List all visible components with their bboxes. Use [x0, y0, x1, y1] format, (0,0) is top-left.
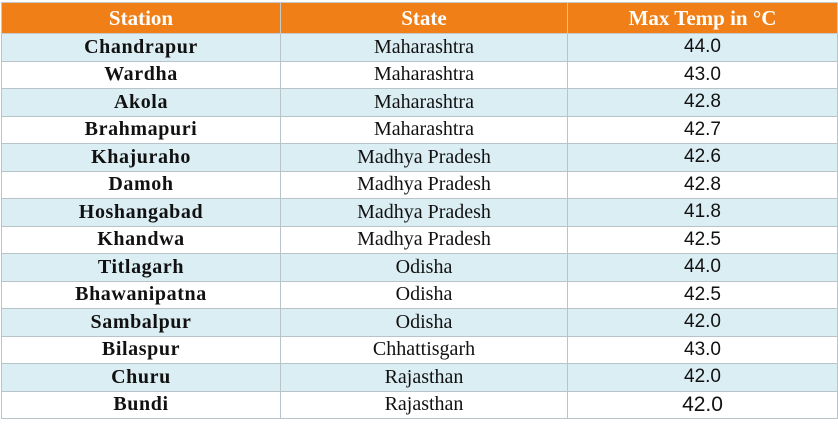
- table-row: Bilaspur Chhattisgarh 43.0: [1, 335, 838, 364]
- table-row: Sambalpur Odisha 42.0: [1, 308, 838, 337]
- station-cell: Khandwa: [1, 225, 281, 254]
- station-cell: Akola: [1, 88, 281, 117]
- station-cell: Churu: [1, 363, 281, 392]
- temperature-table: Station State Max Temp in °C Chandrapur M…: [1, 2, 838, 419]
- table-row: Churu Rajasthan 42.0: [1, 363, 838, 392]
- station-cell: Brahmapuri: [1, 115, 281, 144]
- table-body: Chandrapur Maharashtra 44.0 Wardha Maharasht…: [1, 33, 838, 419]
- max-temp-cell: 41.8: [567, 198, 838, 227]
- max-temp-cell: 42.5: [567, 225, 838, 254]
- table-row: Akola Maharashtra 42.8: [1, 88, 838, 117]
- header-station: Station: [1, 2, 281, 34]
- table-header: Station State Max Temp in °C: [1, 2, 838, 34]
- station-cell: Hoshangabad: [1, 198, 281, 227]
- station-cell: Chandrapur: [1, 33, 281, 62]
- state-cell: Madhya Pradesh: [280, 143, 568, 172]
- state-cell: Maharashtra: [280, 60, 568, 89]
- station-cell: Sambalpur: [1, 308, 281, 337]
- state-cell: Odisha: [280, 253, 568, 282]
- station-cell: Bilaspur: [1, 335, 281, 364]
- max-temp-cell: 44.0: [567, 253, 838, 282]
- station-cell: Khajuraho: [1, 143, 281, 172]
- station-cell: Titlagarh: [1, 253, 281, 282]
- header-state: State: [280, 2, 568, 34]
- station-cell: Bhawanipatna: [1, 280, 281, 309]
- state-cell: Chhattisgarh: [280, 335, 568, 364]
- max-temp-cell: 42.6: [567, 143, 838, 172]
- table-row: Hoshangabad Madhya Pradesh 41.8: [1, 198, 838, 227]
- state-cell: Maharashtra: [280, 115, 568, 144]
- table-row: Brahmapuri Maharashtra 42.7: [1, 115, 838, 144]
- state-cell: Rajasthan: [280, 363, 568, 392]
- table-row: Bundi Rajasthan 42.0: [1, 390, 838, 419]
- state-cell: Madhya Pradesh: [280, 225, 568, 254]
- max-temp-cell: 42.8: [567, 88, 838, 117]
- state-cell: Odisha: [280, 280, 568, 309]
- state-cell: Madhya Pradesh: [280, 170, 568, 199]
- state-cell: Madhya Pradesh: [280, 198, 568, 227]
- max-temp-cell: 42.5: [567, 280, 838, 309]
- header-row: Station State Max Temp in °C: [1, 2, 838, 34]
- table-row: Khandwa Madhya Pradesh 42.5: [1, 225, 838, 254]
- max-temp-cell: 44.0: [567, 33, 838, 62]
- state-cell: Odisha: [280, 308, 568, 337]
- station-cell: Bundi: [1, 390, 281, 419]
- max-temp-cell: 43.0: [567, 60, 838, 89]
- table-row: Khajuraho Madhya Pradesh 42.6: [1, 143, 838, 172]
- state-cell: Maharashtra: [280, 33, 568, 62]
- max-temp-cell: 42.8: [567, 170, 838, 199]
- header-max-temp: Max Temp in °C: [567, 2, 838, 34]
- max-temp-cell: 43.0: [567, 335, 838, 364]
- station-cell: Damoh: [1, 170, 281, 199]
- table-row: Titlagarh Odisha 44.0: [1, 253, 838, 282]
- state-cell: Maharashtra: [280, 88, 568, 117]
- max-temp-cell: 42.0: [567, 308, 838, 337]
- max-temp-cell: 42.0: [567, 390, 838, 419]
- table-row: Damoh Madhya Pradesh 42.8: [1, 170, 838, 199]
- station-cell: Wardha: [1, 60, 281, 89]
- table-row: Bhawanipatna Odisha 42.5: [1, 280, 838, 309]
- table-row: Chandrapur Maharashtra 44.0: [1, 33, 838, 62]
- max-temp-cell: 42.7: [567, 115, 838, 144]
- state-cell: Rajasthan: [280, 390, 568, 419]
- table-row: Wardha Maharashtra 43.0: [1, 60, 838, 89]
- max-temp-cell: 42.0: [567, 363, 838, 392]
